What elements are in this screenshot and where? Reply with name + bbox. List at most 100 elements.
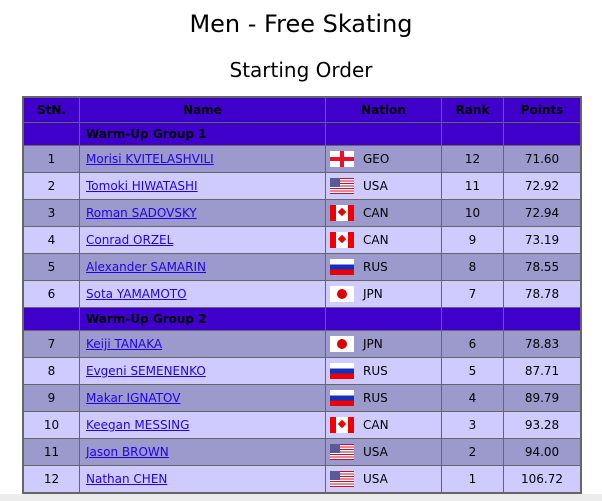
flag-rus-icon (330, 363, 354, 379)
skater-row: 1 Morisi KVITELASHVILI GEO 12 71.60 (22, 145, 582, 173)
skater-name-link[interactable]: Tomoki HIWATASHI (86, 179, 198, 193)
skater-name-link[interactable]: Evgeni SEMENENKO (86, 364, 206, 378)
skater-name-cell: Sota YAMAMOTO (79, 280, 326, 308)
points: 106.72 (503, 465, 582, 494)
points: 72.94 (503, 199, 582, 227)
nation-code: USA (363, 178, 388, 193)
group-stn-cell (22, 307, 80, 331)
col-header-points: Points (503, 96, 582, 123)
nation-code: USA (363, 471, 388, 486)
rank: 10 (441, 199, 504, 227)
points: 93.28 (503, 411, 582, 439)
points: 71.60 (503, 145, 582, 173)
rank: 2 (441, 438, 504, 466)
rank: 9 (441, 226, 504, 254)
skater-row: 8 Evgeni SEMENENKO RUS 5 87.71 (22, 357, 582, 385)
skater-name-link[interactable]: Jason BROWN (86, 445, 169, 459)
nation-cell: JPN (325, 280, 442, 308)
warm-up-group-row: Warm-Up Group 1 (22, 122, 582, 146)
group-label: Warm-Up Group 2 (79, 307, 326, 331)
rank: 3 (441, 411, 504, 439)
rank: 8 (441, 253, 504, 281)
nation-cell: JPN (325, 330, 442, 358)
starting-number: 11 (22, 438, 80, 466)
skater-row: 3 Roman SADOVSKY CAN 10 72.94 (22, 199, 582, 227)
skater-name-cell: Makar IGNATOV (79, 384, 326, 412)
skater-name-link[interactable]: Alexander SAMARIN (86, 260, 206, 274)
skater-name-cell: Alexander SAMARIN (79, 253, 326, 281)
points: 87.71 (503, 357, 582, 385)
points: 72.92 (503, 172, 582, 200)
skater-name-link[interactable]: Keegan MESSING (86, 418, 190, 432)
group-empty-cell (325, 122, 442, 146)
flag-geo-icon (330, 151, 354, 167)
nation-cell: RUS (325, 384, 442, 412)
rank: 4 (441, 384, 504, 412)
flag-can-icon (330, 205, 354, 221)
nation-cell: CAN (325, 199, 442, 227)
page-title: Men - Free Skating (189, 10, 413, 38)
points: 94.00 (503, 438, 582, 466)
flag-usa-icon (330, 471, 354, 487)
flag-rus-icon (330, 259, 354, 275)
starting-number: 12 (22, 465, 80, 494)
col-header-nation: Nation (325, 96, 442, 123)
group-empty-cell (441, 122, 504, 146)
starting-number: 6 (22, 280, 80, 308)
skater-name-cell: Morisi KVITELASHVILI (79, 145, 326, 173)
skater-name-cell: Jason BROWN (79, 438, 326, 466)
skater-name-cell: Roman SADOVSKY (79, 199, 326, 227)
nation-code: CAN (363, 417, 389, 432)
skater-row: 4 Conrad ORZEL CAN 9 73.19 (22, 226, 582, 254)
rank: 7 (441, 280, 504, 308)
rank: 6 (441, 330, 504, 358)
flag-usa-icon (330, 178, 354, 194)
nation-cell: GEO (325, 145, 442, 173)
group-empty-cell (503, 307, 582, 331)
starting-number: 8 (22, 357, 80, 385)
skater-name-cell: Keiji TANAKA (79, 330, 326, 358)
nation-code: RUS (363, 363, 388, 378)
nation-code: CAN (363, 232, 389, 247)
rank: 11 (441, 172, 504, 200)
skater-row: 6 Sota YAMAMOTO JPN 7 78.78 (22, 280, 582, 308)
page-bottom-strip (0, 494, 602, 501)
skater-name-link[interactable]: Sota YAMAMOTO (86, 287, 187, 301)
flag-usa-icon (330, 444, 354, 460)
page-subtitle: Starting Order (229, 58, 373, 82)
points: 78.55 (503, 253, 582, 281)
skater-name-link[interactable]: Keiji TANAKA (86, 337, 163, 351)
skater-row: 10 Keegan MESSING CAN 3 93.28 (22, 411, 582, 439)
group-empty-cell (441, 307, 504, 331)
starting-number: 9 (22, 384, 80, 412)
starting-order-table: StN. Name Nation Rank Points Warm-Up Gro… (22, 96, 582, 494)
nation-cell: USA (325, 172, 442, 200)
starting-number: 4 (22, 226, 80, 254)
nation-code: CAN (363, 205, 389, 220)
nation-cell: USA (325, 438, 442, 466)
points: 89.79 (503, 384, 582, 412)
group-stn-cell (22, 122, 80, 146)
nation-code: RUS (363, 259, 388, 274)
col-header-stn: StN. (22, 96, 80, 123)
group-label: Warm-Up Group 1 (79, 122, 326, 146)
skater-row: 7 Keiji TANAKA JPN 6 78.83 (22, 330, 582, 358)
skater-name-link[interactable]: Nathan CHEN (86, 472, 168, 486)
skater-name-link[interactable]: Conrad ORZEL (86, 233, 174, 247)
nation-code: JPN (363, 286, 383, 301)
skater-name-link[interactable]: Morisi KVITELASHVILI (86, 152, 214, 166)
skater-row: 5 Alexander SAMARIN RUS 8 78.55 (22, 253, 582, 281)
skater-name-link[interactable]: Roman SADOVSKY (86, 206, 197, 220)
nation-cell: RUS (325, 357, 442, 385)
skater-name-link[interactable]: Makar IGNATOV (86, 391, 181, 405)
flag-can-icon (330, 417, 354, 433)
flag-jpn-icon (330, 336, 354, 352)
flag-rus-icon (330, 390, 354, 406)
nation-code: JPN (363, 336, 383, 351)
skater-row: 12 Nathan CHEN USA 1 106.72 (22, 465, 582, 494)
nation-cell: RUS (325, 253, 442, 281)
nation-cell: CAN (325, 411, 442, 439)
header-row: StN. Name Nation Rank Points (22, 96, 582, 123)
rank: 1 (441, 465, 504, 494)
nation-code: RUS (363, 390, 388, 405)
